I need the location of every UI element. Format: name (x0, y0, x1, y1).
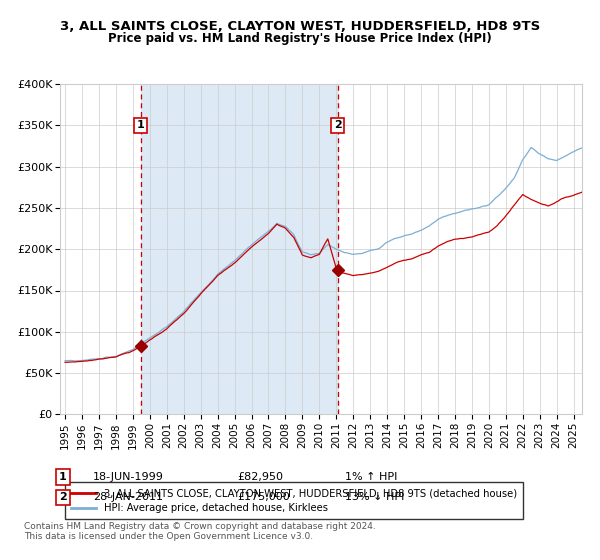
Text: £175,000: £175,000 (237, 492, 290, 502)
Text: £82,950: £82,950 (237, 472, 283, 482)
Text: 1: 1 (59, 472, 67, 482)
Text: 28-JAN-2011: 28-JAN-2011 (93, 492, 163, 502)
Text: Price paid vs. HM Land Registry's House Price Index (HPI): Price paid vs. HM Land Registry's House … (108, 32, 492, 45)
Bar (140, 84, 338, 414)
Text: 18-JUN-1999: 18-JUN-1999 (93, 472, 164, 482)
Legend: 3, ALL SAINTS CLOSE, CLAYTON WEST, HUDDERSFIELD, HD8 9TS (detached house), HPI: : 3, ALL SAINTS CLOSE, CLAYTON WEST, HUDDE… (65, 482, 523, 519)
Text: 2: 2 (334, 120, 341, 130)
Text: 1% ↑ HPI: 1% ↑ HPI (345, 472, 397, 482)
Text: Contains HM Land Registry data © Crown copyright and database right 2024.
This d: Contains HM Land Registry data © Crown c… (24, 522, 376, 542)
Text: 2: 2 (59, 492, 67, 502)
Text: 1: 1 (137, 120, 145, 130)
Text: 3, ALL SAINTS CLOSE, CLAYTON WEST, HUDDERSFIELD, HD8 9TS: 3, ALL SAINTS CLOSE, CLAYTON WEST, HUDDE… (60, 20, 540, 32)
Text: 13% ↓ HPI: 13% ↓ HPI (345, 492, 404, 502)
